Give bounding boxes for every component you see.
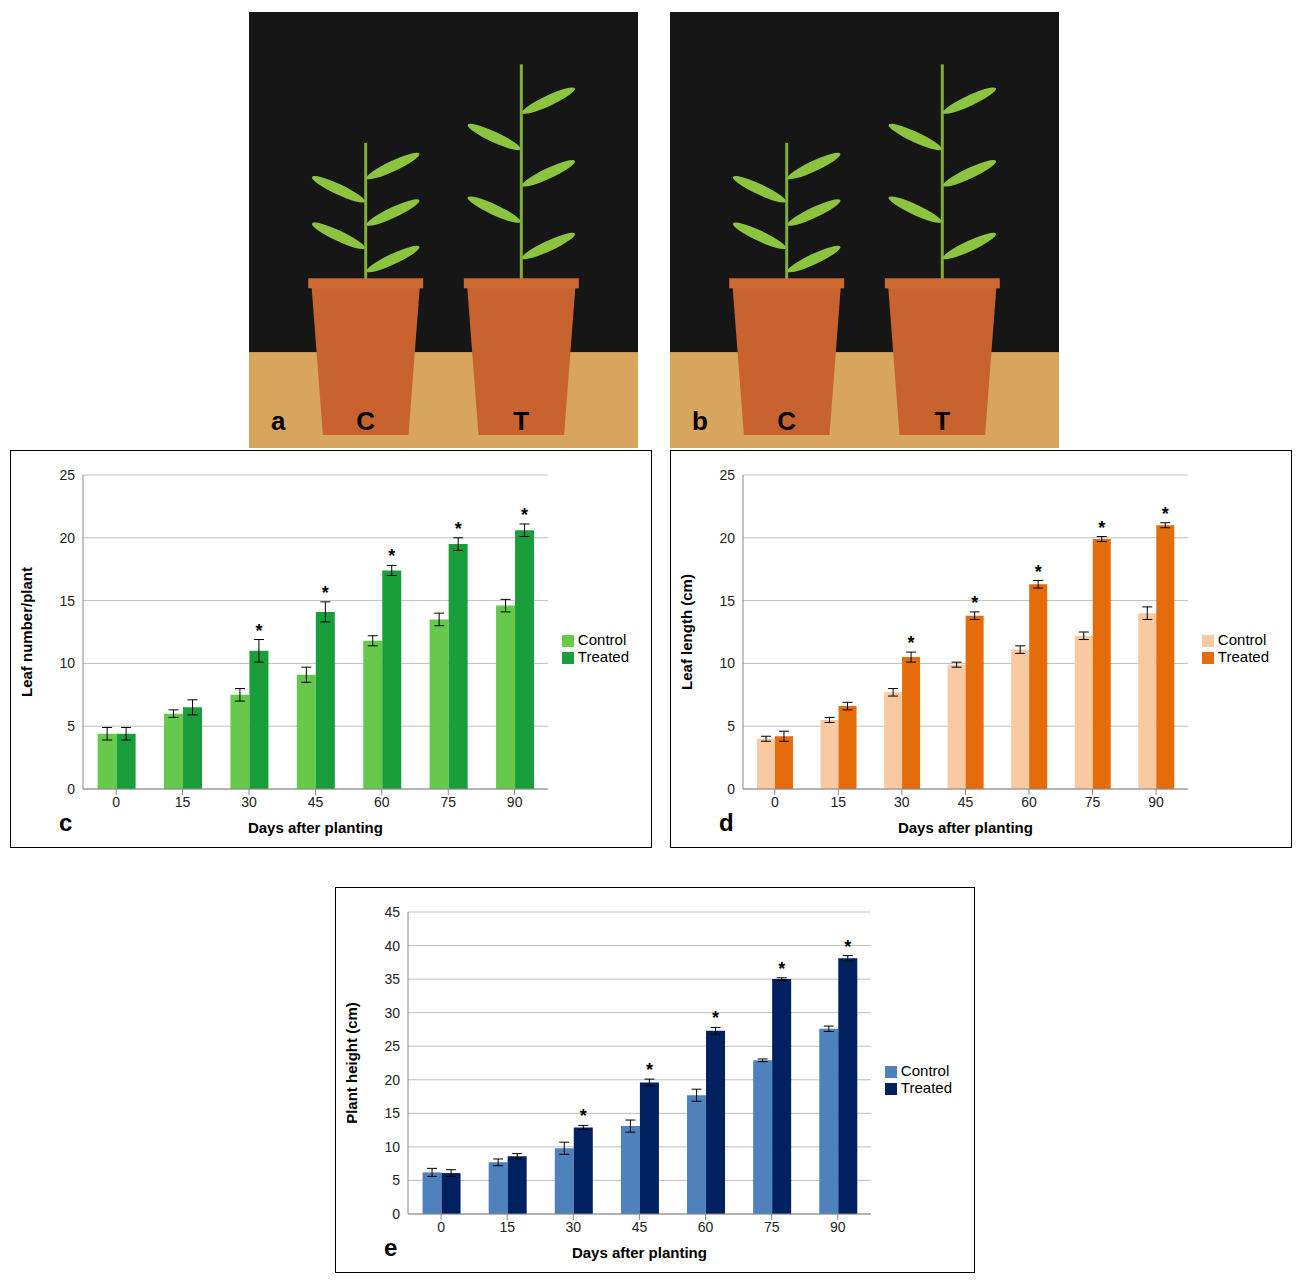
html-text:c: c [59, 809, 73, 836]
html-text:Treated: Treated [900, 1079, 952, 1096]
svg-text:C: C [356, 406, 375, 436]
svg-text:*: * [322, 583, 329, 603]
svg-text:Days after planting: Days after planting [248, 819, 383, 836]
svg-text:b: b [692, 406, 708, 436]
svg-text:75: 75 [440, 794, 456, 810]
svg-text:*: * [255, 621, 262, 641]
svg-text:20: 20 [719, 530, 735, 546]
svg-text:15: 15 [719, 593, 735, 609]
svg-text:*: * [646, 1060, 653, 1080]
svg-text:45: 45 [384, 904, 400, 920]
svg-text:30: 30 [241, 794, 257, 810]
svg-text:15: 15 [384, 1105, 400, 1121]
svg-text:*: * [712, 1008, 719, 1028]
svg-text:0: 0 [67, 781, 75, 797]
svg-text:5: 5 [727, 718, 735, 734]
svg-text:5: 5 [67, 718, 75, 734]
html-text:d: d [719, 809, 734, 836]
svg-text:*: * [388, 546, 395, 566]
svg-text:T: T [934, 406, 950, 436]
svg-text:*: * [455, 519, 462, 539]
svg-text:40: 40 [384, 938, 400, 954]
svg-text:C: C [777, 406, 796, 436]
svg-text:90: 90 [507, 794, 523, 810]
svg-text:35: 35 [384, 971, 400, 987]
svg-text:25: 25 [719, 467, 735, 483]
svg-text:30: 30 [566, 1219, 582, 1235]
svg-text:*: * [580, 1106, 587, 1126]
html-text:Treated: Treated [577, 648, 629, 665]
svg-text:Plant height (cm): Plant height (cm) [343, 1002, 360, 1124]
svg-text:20: 20 [384, 1072, 400, 1088]
svg-text:Leaf number/plant: Leaf number/plant [18, 567, 35, 697]
svg-text:*: * [1098, 518, 1105, 538]
svg-text:60: 60 [698, 1219, 714, 1235]
svg-text:*: * [908, 633, 915, 653]
html-text:Treated: Treated [1217, 648, 1269, 665]
svg-text:45: 45 [308, 794, 324, 810]
svg-text:0: 0 [437, 1219, 445, 1235]
svg-text:*: * [1162, 504, 1169, 524]
svg-text:a: a [271, 406, 286, 436]
svg-text:75: 75 [1085, 794, 1101, 810]
svg-text:Leaf length (cm): Leaf length (cm) [678, 574, 695, 690]
svg-text:15: 15 [831, 794, 847, 810]
svg-text:10: 10 [59, 655, 75, 671]
svg-text:45: 45 [632, 1219, 648, 1235]
svg-text:15: 15 [59, 593, 75, 609]
svg-text:0: 0 [392, 1206, 400, 1222]
svg-text:25: 25 [59, 467, 75, 483]
svg-text:0: 0 [112, 794, 120, 810]
svg-text:Days after planting: Days after planting [898, 819, 1033, 836]
svg-text:*: * [971, 593, 978, 613]
svg-text:5: 5 [392, 1172, 400, 1188]
svg-text:0: 0 [771, 794, 779, 810]
svg-text:Days after planting: Days after planting [572, 1244, 707, 1261]
svg-text:90: 90 [1148, 794, 1164, 810]
svg-text:75: 75 [764, 1219, 780, 1235]
svg-text:45: 45 [958, 794, 974, 810]
svg-text:60: 60 [1021, 794, 1037, 810]
html-text:e: e [384, 1234, 398, 1261]
svg-text:0: 0 [727, 781, 735, 797]
svg-text:20: 20 [59, 530, 75, 546]
svg-text:30: 30 [894, 794, 910, 810]
svg-text:25: 25 [384, 1038, 400, 1054]
svg-text:30: 30 [384, 1005, 400, 1021]
svg-text:T: T [513, 406, 529, 436]
html-text:Control: Control [900, 1062, 950, 1079]
svg-text:*: * [521, 505, 528, 525]
svg-text:*: * [778, 959, 785, 979]
svg-text:10: 10 [384, 1139, 400, 1155]
svg-text:*: * [844, 937, 851, 957]
svg-text:60: 60 [374, 794, 390, 810]
svg-text:15: 15 [175, 794, 191, 810]
html-text:Control: Control [577, 631, 627, 648]
svg-text:90: 90 [830, 1219, 846, 1235]
svg-text:*: * [1035, 562, 1042, 582]
html-text:Control: Control [1217, 631, 1267, 648]
svg-text:10: 10 [719, 655, 735, 671]
svg-text:15: 15 [499, 1219, 515, 1235]
